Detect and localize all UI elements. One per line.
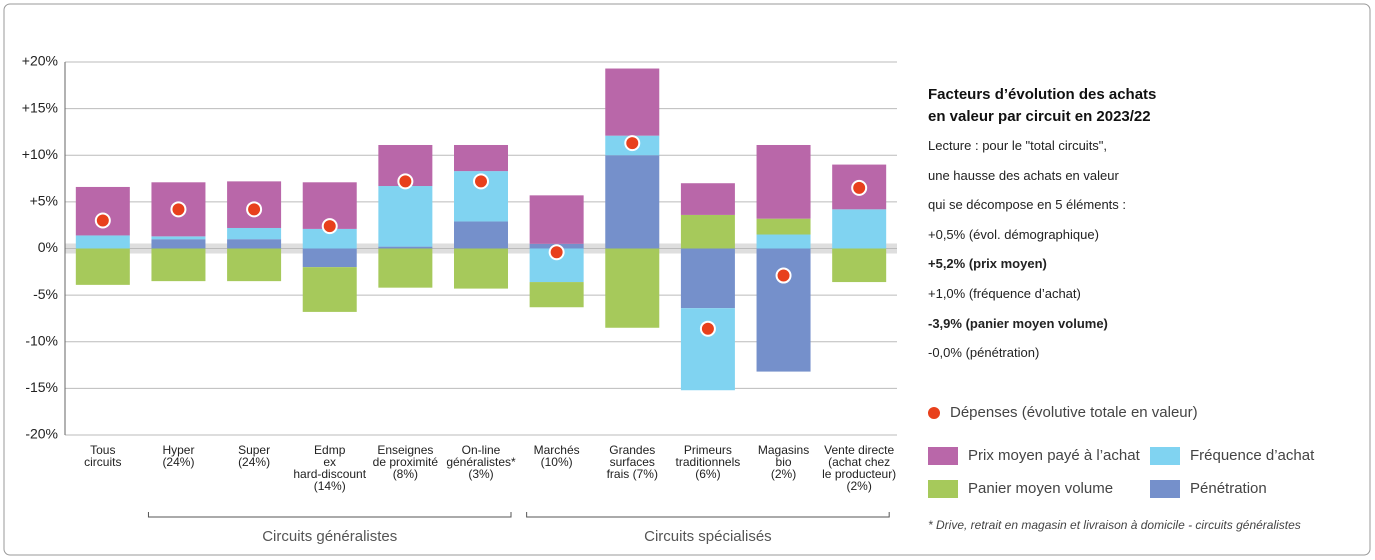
bar-segment	[378, 186, 433, 247]
x-tick-label: Edmp ex hard-discount (14%)	[293, 443, 367, 493]
x-tick-label: On-line généralistes* (3%)	[446, 443, 516, 481]
x-tick-label: Primeurs traditionnels (6%)	[675, 443, 741, 481]
legend-swatch	[928, 480, 958, 498]
bar-segment	[756, 248, 811, 372]
bar-segment	[680, 183, 735, 215]
legend-swatch	[1150, 447, 1180, 465]
total-dot	[851, 179, 868, 196]
legend-label: Pénétration	[1190, 480, 1267, 497]
x-tick-label: Grandes surfaces frais (7%)	[606, 443, 658, 481]
bar-segment	[680, 308, 735, 391]
total-dot	[699, 320, 716, 337]
bar-segment	[302, 228, 357, 249]
note: une hausse des achats en valeur	[928, 167, 1119, 183]
bar-segment	[302, 248, 357, 268]
total-dot	[321, 218, 338, 235]
bar-segment	[151, 239, 206, 249]
y-tick-label: -5%	[33, 286, 58, 302]
bar-segment	[756, 234, 811, 249]
y-tick-label: -10%	[25, 332, 58, 348]
group-label: Circuits spécialisés	[644, 528, 772, 545]
note: Lecture : pour le "total circuits",	[928, 138, 1108, 153]
frame	[3, 3, 1371, 556]
note: qui se décompose en 5 éléments :	[928, 197, 1127, 213]
bar-segment	[756, 144, 811, 219]
bar-segment	[75, 248, 130, 285]
note: +1,0% (fréquence d’achat)	[928, 286, 1081, 301]
title: Facteurs d’évolution des achats en valeu…	[928, 86, 1157, 125]
total-dot	[473, 173, 489, 190]
bar-segment	[378, 248, 433, 288]
bar-segment	[605, 248, 660, 328]
bar-segment	[378, 246, 433, 249]
legend-dot	[926, 405, 942, 421]
x-tick-label: Super (24%)	[238, 443, 271, 469]
x-tick-label: Enseignes de proximité (8%)	[372, 443, 439, 481]
y-tick-label: -20%	[25, 426, 58, 442]
total-dot	[624, 135, 641, 152]
y-tick-label: -15%	[25, 379, 58, 395]
bar-segment	[454, 221, 508, 249]
bar-segment	[680, 214, 735, 249]
total-dot	[170, 201, 187, 218]
legend-swatch	[1150, 480, 1180, 498]
total-dot	[246, 201, 263, 218]
bar-segment	[454, 144, 508, 172]
bar-segment	[605, 155, 660, 249]
bar-segment	[832, 248, 887, 283]
legend-label: Panier moyen volume	[968, 480, 1113, 497]
footnote: * Drive, retrait en magasin et livraison…	[928, 518, 1301, 532]
x-tick-label: Hyper (24%)	[162, 443, 195, 469]
bar-segment	[605, 68, 660, 136]
note: -0,0% (pénétration)	[928, 345, 1040, 361]
x-tick-label: Magasins bio (2%)	[757, 443, 810, 481]
x-tick-label: Marchés (10%)	[533, 443, 580, 469]
y-tick-label: +15%	[22, 99, 58, 115]
bar-segment	[756, 218, 811, 235]
bar-segment	[151, 248, 206, 282]
total-dot	[775, 267, 792, 284]
group-bracket	[526, 512, 890, 518]
y-tick-label: +20%	[22, 53, 58, 69]
note: +0,5% (évol. démographique)	[928, 226, 1099, 242]
bar-segment	[151, 236, 206, 240]
legend-swatch	[928, 447, 958, 465]
total-dot	[548, 244, 565, 261]
bar-segment	[227, 227, 282, 240]
note: -3,9% (panier moyen volume)	[928, 315, 1108, 331]
bar-segment	[832, 209, 887, 249]
bar-segment	[529, 282, 584, 308]
group-bracket	[147, 512, 512, 518]
y-tick-label: +10%	[22, 146, 58, 162]
bar-segment	[680, 248, 735, 309]
note: +5,2% (prix moyen)	[928, 256, 1047, 272]
bar-segment	[454, 248, 508, 289]
legend-label: Fréquence d’achat	[1190, 447, 1315, 464]
y-tick-label: +5%	[30, 193, 58, 209]
total-dot	[94, 212, 111, 229]
total-dot	[397, 173, 414, 190]
legend-label: Prix moyen payé à l’achat	[968, 447, 1141, 464]
group-label: Circuits généralistes	[262, 528, 397, 545]
x-tick-label: Tous circuits	[84, 443, 122, 469]
y-tick-label: 0%	[38, 239, 58, 255]
bar-segment	[529, 195, 584, 244]
x-tick-label: Vente directe (achat chez le producteur)…	[822, 443, 897, 493]
bar-segment	[227, 248, 282, 282]
bar-segment	[302, 267, 357, 312]
legend-label: Dépenses (évolutive totale en valeur)	[950, 404, 1198, 421]
bar-segment	[75, 235, 130, 249]
bar-segment	[227, 239, 282, 249]
